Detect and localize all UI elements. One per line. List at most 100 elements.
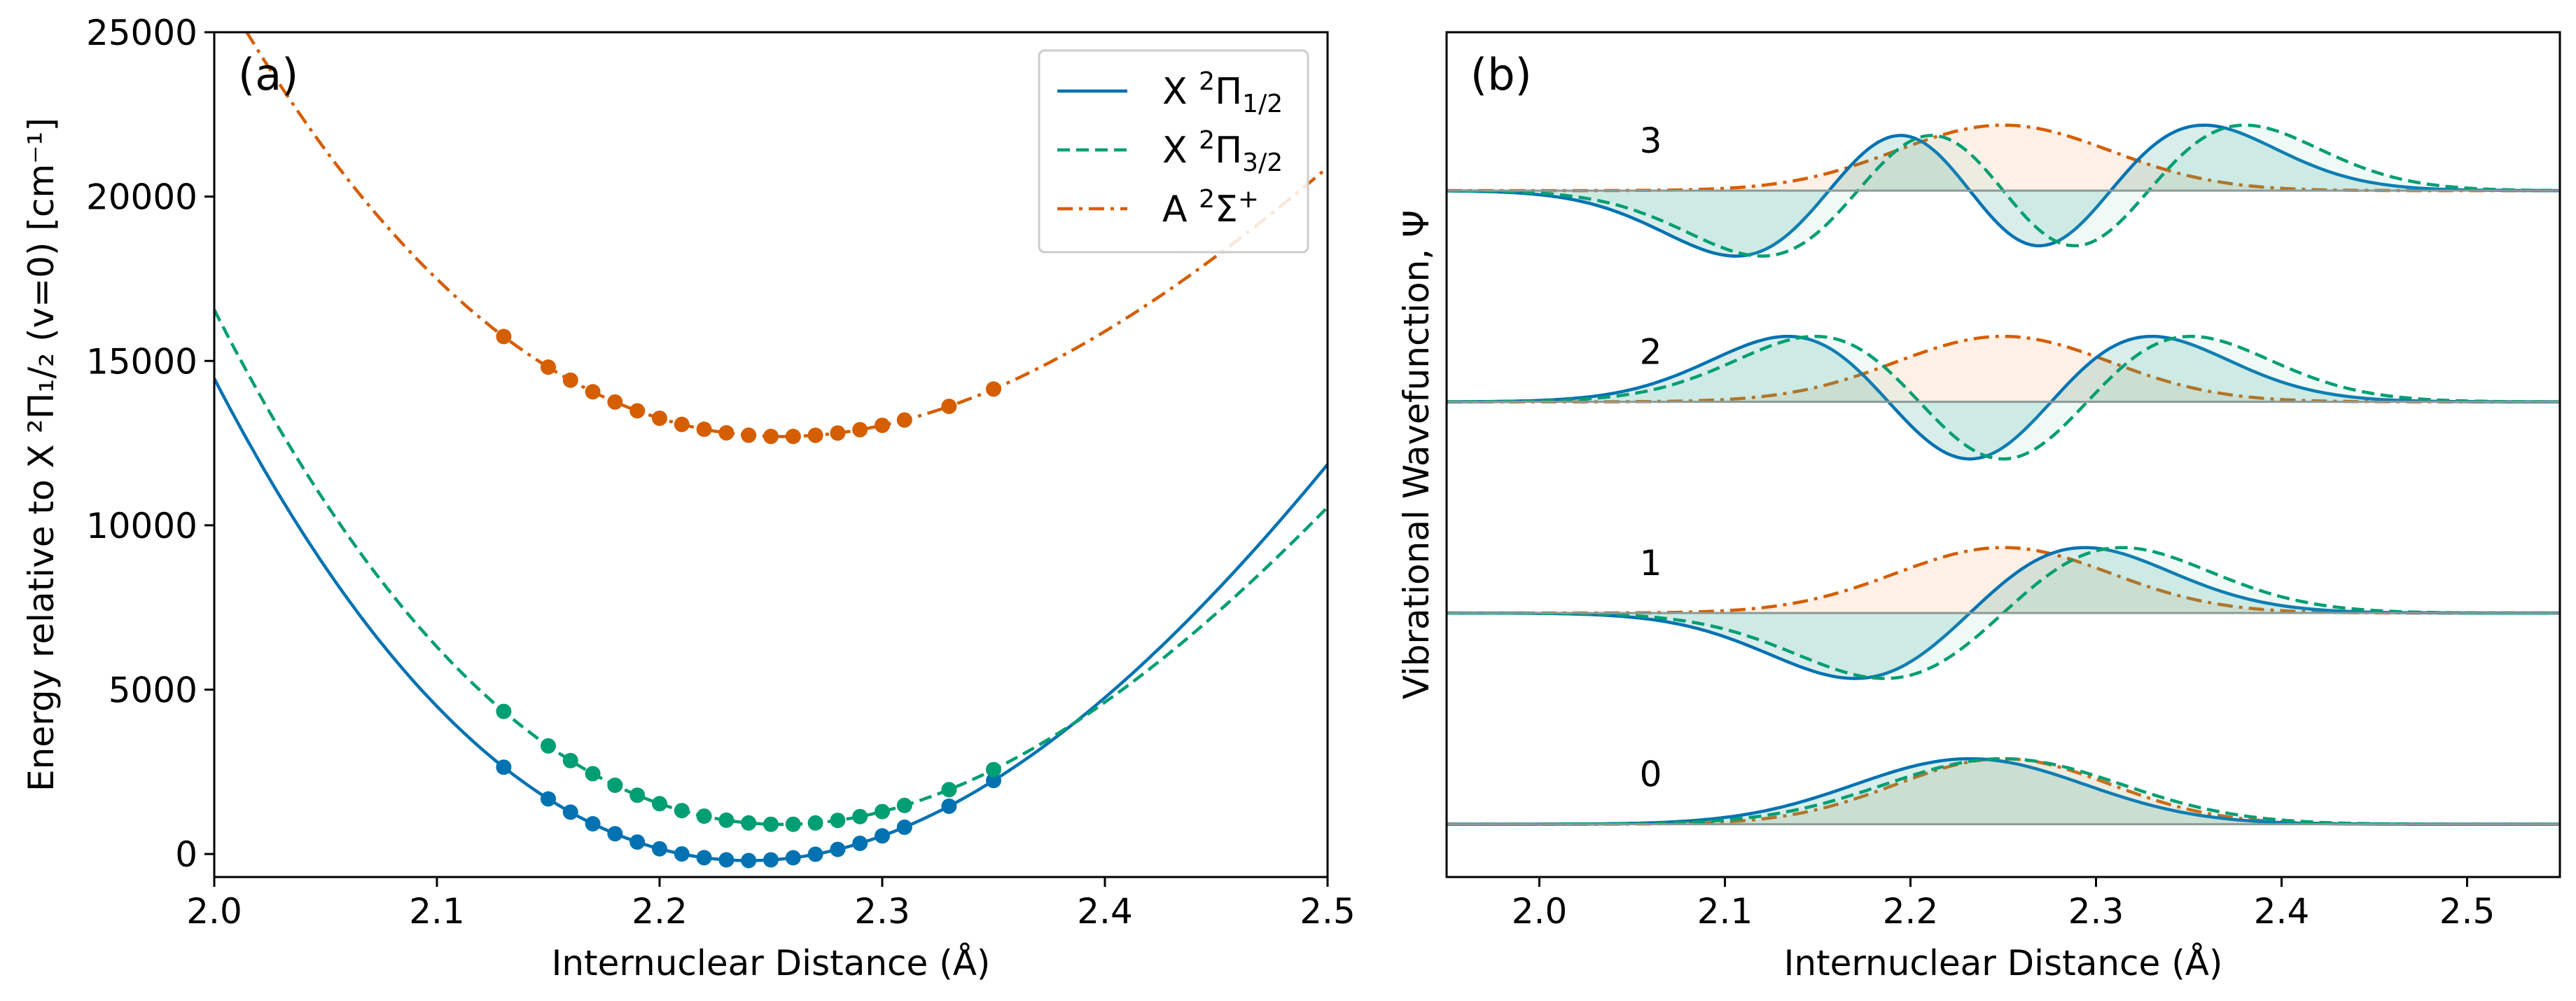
panel-a-ytick-label: 25000 [86, 13, 197, 53]
panel-a-point-x3-1 [541, 738, 556, 754]
panel-b-fill-a-v0 [1447, 759, 2560, 824]
panel-a-point-a-3 [585, 384, 601, 400]
panel-a-ytick-label: 15000 [86, 341, 197, 382]
panel-b-fill-x3-v2 [1447, 336, 2560, 460]
panel-a-point-x1-2 [562, 804, 578, 820]
panel-a-ytick-label: 5000 [109, 670, 197, 711]
panel-a-point-x3-18 [941, 782, 957, 798]
panel-b-fill-x1-v2 [1447, 336, 2560, 460]
panel-a-xlabel: Internuclear Distance (Å) [552, 943, 991, 983]
panel-a-point-a-13 [807, 427, 823, 443]
panel-a-point-a-7 [674, 416, 690, 432]
panel-a-xtick-label: 2.1 [409, 891, 465, 932]
panel-a-point-x1-6 [652, 841, 667, 857]
panel-a-point-x3-8 [696, 808, 712, 824]
panel-b-xtick-label: 2.1 [1697, 891, 1753, 932]
panel-a-point-x3-14 [830, 813, 846, 829]
panel-a-point-a-12 [785, 429, 801, 444]
panel-b-fill-x3-v0 [1447, 759, 2560, 824]
panel-a-point-a-10 [741, 427, 757, 443]
panel-a-point-a-5 [629, 403, 646, 419]
panel-a-point-x1-19 [986, 773, 1001, 789]
panel-a-point-x1-18 [941, 798, 957, 814]
panel-a-curve-a [244, 32, 1328, 439]
panel-b-frame [1445, 31, 2561, 878]
panel-a-plot-area [214, 32, 1328, 869]
panel-b-curve-x3-v2 [1447, 334, 2560, 461]
panel-a-point-x3-12 [785, 816, 801, 832]
panel-a-point-a-2 [562, 372, 578, 388]
panel-a-point-x1-14 [830, 841, 846, 857]
panel-a-point-x1-12 [785, 850, 801, 866]
panel-a-curve-x3 [214, 309, 1328, 827]
panel-a-point-x3-17 [896, 797, 912, 813]
panel-a-point-x3-19 [986, 761, 1001, 778]
panel-a-ylabel: Energy relative to X ²Π₁/₂ (v=0) [cm⁻¹] [21, 118, 62, 792]
panel-a-point-x1-16 [875, 828, 890, 844]
panel-a-point-x3-4 [607, 778, 623, 793]
panel-a-point-x1-17 [896, 819, 912, 835]
panel-a-point-x1-4 [607, 826, 623, 842]
panel-a-curve-x1 [214, 378, 1328, 862]
panel-a-xtick-label: 2.5 [1300, 891, 1356, 932]
panel-b-level-label-0: 0 [1640, 754, 1662, 794]
panel-a-point-a-8 [696, 421, 712, 437]
panel-b-fill-x3-v3 [1447, 125, 2560, 256]
panel-a-ytick-label: 10000 [86, 506, 197, 546]
panel-b-xtick-label: 2.3 [2068, 891, 2124, 932]
panel-b-xtick-label: 2.0 [1512, 891, 1568, 932]
panel-a-point-x1-0 [496, 759, 512, 775]
panel-a-point-x3-6 [652, 796, 667, 812]
panel-a-energy-curves: 2.0 2.1 2.2 2.3 2.4 2.5 0 5000 10000 15000 20000 25… [21, 13, 1356, 983]
panel-a-point-x1-8 [696, 850, 712, 866]
legend-label-a: A 2Σ+ [1162, 185, 1259, 230]
panel-b-curve-x1-v3 [1447, 123, 2560, 258]
panel-a-point-a-9 [718, 424, 734, 441]
legend-frame [1038, 49, 1309, 254]
panel-a-point-x3-3 [585, 766, 601, 782]
panel-a-ticks: 2.0 2.1 2.2 2.3 2.4 2.5 0 5000 10000 15000 20000 25… [86, 13, 1356, 932]
panel-a-point-x1-11 [763, 852, 779, 868]
panel-b-fill-x1-v0 [1447, 759, 2560, 824]
panel-a-xtick-label: 2.3 [854, 891, 910, 932]
panel-a-ytick-label: 0 [175, 834, 197, 875]
panel-a-xtick-label: 2.0 [186, 891, 242, 932]
panel-a-point-a-16 [875, 417, 890, 434]
panel-b-plot-area [1447, 123, 2560, 826]
panel-a-point-x1-10 [741, 852, 757, 869]
panel-b-xtick-label: 2.5 [2439, 891, 2495, 932]
panel-a-point-x1-5 [629, 834, 646, 850]
panel-a-point-a-6 [652, 410, 667, 427]
panel-a-point-x3-13 [807, 815, 823, 831]
panel-a-point-a-18 [941, 399, 957, 415]
panel-a-point-x1-9 [718, 852, 734, 868]
panel-b-fill-a-v3 [1447, 125, 2560, 191]
panel-a-point-a-1 [541, 359, 556, 375]
panel-a-point-x1-7 [674, 846, 690, 862]
panel-b-fill-a-v1 [1447, 547, 2560, 614]
panel-a-point-x3-9 [718, 812, 734, 828]
panel-a-point-x1-13 [807, 846, 823, 862]
panel-b-xtick-label: 2.2 [1883, 891, 1939, 932]
panel-a-point-x3-0 [496, 703, 512, 719]
panel-a-point-x3-15 [852, 808, 868, 824]
panel-a-point-x3-7 [674, 803, 690, 819]
panel-a-point-x3-5 [629, 787, 646, 803]
panel-a-point-x3-2 [562, 752, 578, 768]
panel-a-point-x1-3 [585, 816, 601, 831]
panel-b-level-label-1: 1 [1640, 543, 1662, 584]
panel-b-ticks: 2.0 2.1 2.2 2.3 2.4 2.5 [1512, 877, 2495, 932]
panel-b-ylabel: Vibrational Wavefunction, Ψ [1396, 210, 1437, 700]
panel-a-point-a-0 [496, 329, 512, 345]
panel-a-point-x3-16 [875, 803, 890, 820]
panel-b-fill-a-v2 [1447, 336, 2560, 402]
panel-a-point-x1-1 [541, 791, 556, 807]
panel-a-point-a-4 [607, 394, 623, 410]
panel-a-point-a-11 [763, 429, 779, 444]
panel-b-label: (b) [1470, 49, 1532, 100]
panel-a-point-a-15 [852, 422, 868, 438]
panel-a-xtick-label: 2.4 [1077, 891, 1133, 932]
panel-b-level-labels: 0 1 2 3 [1640, 120, 1662, 794]
panel-b-curve-x1-v2 [1447, 334, 2560, 461]
